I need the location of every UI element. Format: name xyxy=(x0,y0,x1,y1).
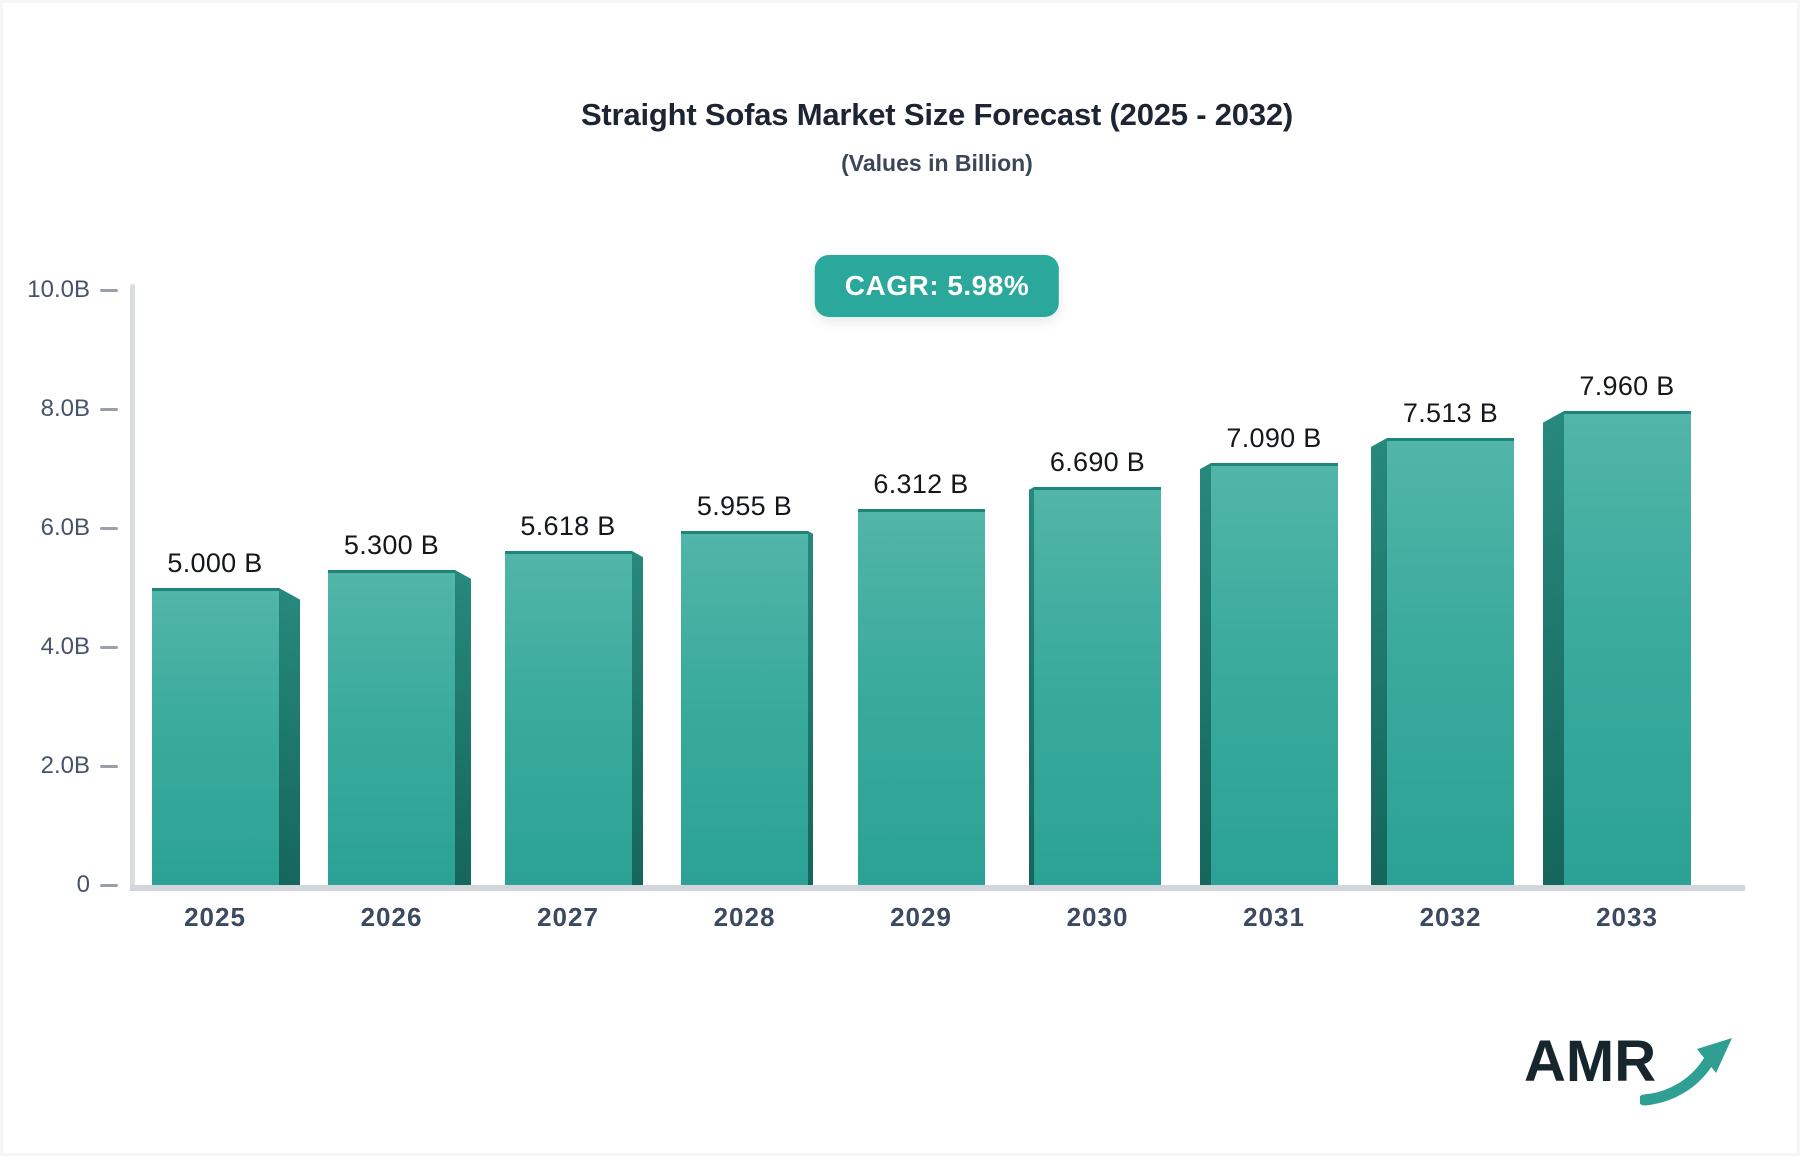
bar-side xyxy=(1542,411,1564,891)
x-tick-label: 2032 xyxy=(1419,902,1482,932)
chart-title: Straight Sofas Market Size Forecast (202… xyxy=(580,97,1294,132)
bar-front-2028 xyxy=(681,530,808,885)
y-tick-dash xyxy=(100,645,118,649)
bar-side xyxy=(808,530,813,888)
y-tick-label: 8.0B xyxy=(40,395,90,422)
cagr-badge: CAGR: 5.98% xyxy=(814,255,1060,317)
x-tick-label: 2030 xyxy=(1066,902,1129,932)
bar-front-2032 xyxy=(1387,437,1514,885)
bar-value-label: 5.300 B xyxy=(343,529,440,560)
x-tick-label: 2031 xyxy=(1243,902,1305,932)
bar-front-2025 xyxy=(151,587,279,885)
y-tick-label: 0 xyxy=(76,871,90,898)
x-tick-label: 2027 xyxy=(537,902,599,932)
growth-arrow-icon xyxy=(1640,1038,1733,1106)
y-axis-line xyxy=(130,284,135,891)
bar-front-2031 xyxy=(1210,463,1338,885)
bar-value-label: 7.090 B xyxy=(1226,423,1322,454)
bar-side xyxy=(1371,437,1387,891)
x-tick-label: 2026 xyxy=(360,902,423,932)
x-tick-label: 2033 xyxy=(1596,902,1658,932)
chart-subtitle: (Values in Billion) xyxy=(841,150,1033,176)
bar-value-label: 7.960 B xyxy=(1579,371,1675,402)
bar-front-2029 xyxy=(857,509,985,885)
x-tick-label: 2029 xyxy=(890,902,952,932)
bar-value-label: 7.513 B xyxy=(1402,397,1499,428)
plot-area: 5.000 B 5.300 B 5.618 B 5.955 B 6.312 B 6.690… xyxy=(130,284,1745,891)
bar-value-label: 5.955 B xyxy=(696,490,793,521)
y-tick-label: 2.0B xyxy=(40,752,90,779)
y-tick-label: 10.0B xyxy=(27,276,90,303)
bar-side xyxy=(631,550,643,891)
bar-front-2027 xyxy=(504,550,632,885)
y-tick-dash xyxy=(100,526,118,530)
bar-value-label: 6.690 B xyxy=(1049,446,1146,477)
y-tick-dash xyxy=(100,764,118,768)
bar-value-label: 5.618 B xyxy=(520,510,616,541)
bar-side xyxy=(1199,463,1211,891)
x-tick-label: 2025 xyxy=(184,902,246,932)
y-tick-dash xyxy=(100,883,118,887)
bar-side xyxy=(278,587,300,891)
bar-value-label: 5.000 B xyxy=(167,547,263,578)
amr-logo-text: AMR xyxy=(1524,1029,1657,1094)
x-tick-label: 2028 xyxy=(713,902,776,932)
x-axis-line xyxy=(130,885,1745,891)
bar-front-2030 xyxy=(1034,486,1161,885)
y-tick-dash xyxy=(100,407,118,411)
bar-side xyxy=(455,569,471,891)
y-tick-dash xyxy=(100,288,118,292)
bar-front-2033 xyxy=(1563,411,1691,885)
y-tick-label: 4.0B xyxy=(40,633,90,660)
y-tick-label: 6.0B xyxy=(40,514,90,541)
bar-front-2026 xyxy=(328,569,455,885)
amr-logo: AMR xyxy=(1524,1030,1734,1108)
bar-value-label: 6.312 B xyxy=(873,469,969,500)
